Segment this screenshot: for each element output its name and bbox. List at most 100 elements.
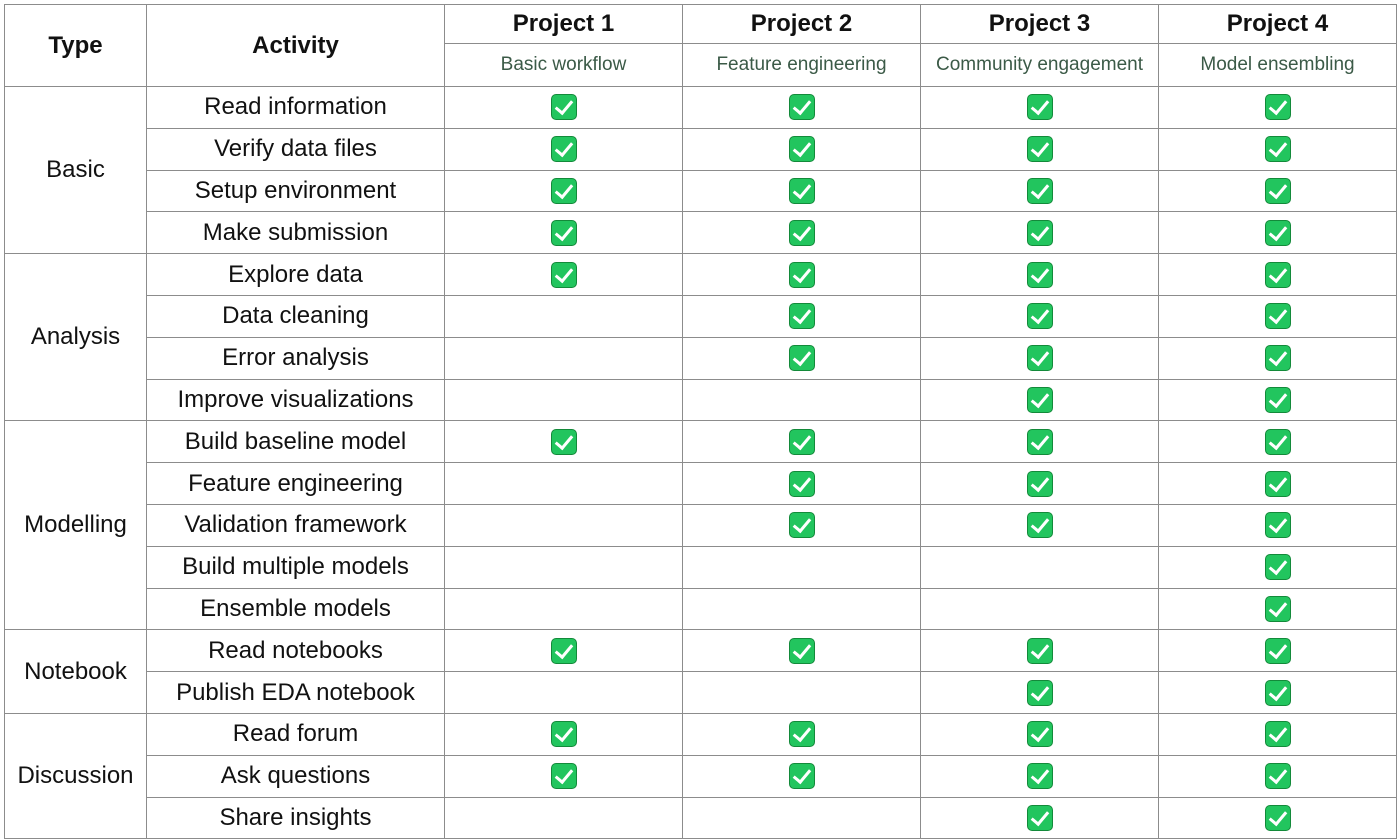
table-row: Modelling Build baseline model bbox=[4, 420, 1397, 631]
project-1-status-cell bbox=[444, 796, 683, 840]
project-2-status-cell bbox=[682, 587, 921, 631]
activity-cell: Build multiple models bbox=[146, 545, 445, 589]
check-mark-icon bbox=[1026, 428, 1053, 455]
project-3-status-cell bbox=[920, 336, 1159, 380]
check-mark-icon bbox=[1264, 219, 1291, 246]
check-mark-icon bbox=[550, 428, 577, 455]
project-2-status-cell bbox=[682, 462, 921, 505]
type-cell: Discussion bbox=[4, 712, 147, 840]
project-2-status-cell bbox=[682, 127, 921, 171]
project-4-status-cell bbox=[1158, 420, 1397, 464]
check-mark-icon bbox=[788, 94, 815, 121]
project-1-status-cell bbox=[444, 587, 683, 631]
activity-cell: Validation framework bbox=[146, 503, 445, 547]
project-2-status-cell bbox=[682, 169, 921, 213]
type-cell: Modelling bbox=[4, 420, 147, 631]
check-mark-icon bbox=[550, 94, 577, 121]
project-3-status-cell bbox=[920, 253, 1159, 296]
activity-cell: Share insights bbox=[146, 796, 445, 840]
table-row: Discussion Read forum bbox=[4, 712, 1397, 840]
header-project-1-subtitle: Basic workflow bbox=[444, 43, 683, 87]
activity-cell: Read forum bbox=[146, 712, 445, 756]
check-mark-icon bbox=[1264, 763, 1291, 790]
check-mark-icon bbox=[1264, 512, 1291, 539]
project-4-status-cell bbox=[1158, 294, 1397, 338]
project-3-status-cell bbox=[920, 378, 1159, 422]
check-mark-icon bbox=[1026, 136, 1053, 163]
project-4-status-cell bbox=[1158, 587, 1397, 631]
check-mark-icon bbox=[550, 177, 577, 204]
project-1-status-cell bbox=[444, 420, 683, 464]
check-mark-icon bbox=[1264, 679, 1291, 706]
project-3-status-cell bbox=[920, 169, 1159, 213]
project-4-status-cell bbox=[1158, 712, 1397, 756]
check-mark-icon bbox=[1264, 721, 1291, 748]
project-4-status-cell bbox=[1158, 671, 1397, 714]
project-3-status-cell bbox=[920, 420, 1159, 464]
check-mark-icon bbox=[1026, 512, 1053, 539]
check-mark-icon bbox=[550, 261, 577, 288]
project-2-status-cell bbox=[682, 378, 921, 422]
activity-cell: Read information bbox=[146, 86, 445, 129]
project-4-status-cell bbox=[1158, 336, 1397, 380]
project-1-status-cell bbox=[444, 294, 683, 338]
table-row: Improve visualizations bbox=[5, 378, 1397, 422]
project-3-status-cell bbox=[920, 754, 1159, 798]
project-3-status-cell bbox=[920, 462, 1159, 505]
project-3-status-cell bbox=[920, 796, 1159, 840]
table-row: Data cleaning bbox=[5, 294, 1397, 338]
project-2-status-cell bbox=[682, 671, 921, 714]
check-mark-icon bbox=[1264, 637, 1291, 664]
check-mark-icon bbox=[1026, 637, 1053, 664]
check-mark-icon bbox=[788, 470, 815, 497]
activity-cell: Ask questions bbox=[146, 754, 445, 798]
project-2-status-cell bbox=[682, 712, 921, 756]
project-4-status-cell bbox=[1158, 462, 1397, 505]
project-4-status-cell bbox=[1158, 378, 1397, 422]
project-4-status-cell bbox=[1158, 503, 1397, 547]
check-mark-icon bbox=[1026, 303, 1053, 330]
project-2-status-cell bbox=[682, 754, 921, 798]
project-2-status-cell bbox=[682, 420, 921, 464]
table-row: Setup environment bbox=[5, 169, 1397, 213]
activity-cell: Build baseline model bbox=[146, 420, 445, 464]
header-project-2: Project 2 bbox=[682, 4, 921, 44]
project-1-status-cell bbox=[444, 462, 683, 505]
header-project-3-subtitle: Community engagement bbox=[920, 43, 1159, 87]
activity-cell: Data cleaning bbox=[146, 294, 445, 338]
check-mark-icon bbox=[1264, 554, 1291, 581]
table-row: Notebook Read notebooks bbox=[4, 629, 1397, 714]
activity-cell: Setup environment bbox=[146, 169, 445, 213]
project-3-status-cell bbox=[920, 211, 1159, 255]
activity-cell: Read notebooks bbox=[146, 629, 445, 673]
table-row: Validation framework bbox=[5, 503, 1397, 547]
check-mark-icon bbox=[788, 303, 815, 330]
header-project-2-subtitle: Feature engineering bbox=[682, 43, 921, 87]
activity-cell: Error analysis bbox=[146, 336, 445, 380]
project-4-status-cell bbox=[1158, 169, 1397, 213]
header-project-4-subtitle: Model ensembling bbox=[1158, 43, 1397, 87]
project-3-status-cell bbox=[920, 587, 1159, 631]
check-mark-icon bbox=[1264, 428, 1291, 455]
type-cell: Notebook bbox=[4, 629, 147, 714]
activity-cell: Explore data bbox=[146, 253, 445, 296]
check-mark-icon bbox=[1026, 177, 1053, 204]
check-mark-icon bbox=[788, 428, 815, 455]
check-mark-icon bbox=[788, 136, 815, 163]
check-mark-icon bbox=[788, 637, 815, 664]
project-2-status-cell bbox=[682, 86, 921, 129]
project-2-status-cell bbox=[682, 503, 921, 547]
check-mark-icon bbox=[550, 136, 577, 163]
project-1-status-cell bbox=[444, 545, 683, 589]
check-mark-icon bbox=[1026, 763, 1053, 790]
project-1-status-cell bbox=[444, 86, 683, 129]
table-row: Make submission bbox=[5, 211, 1397, 255]
table-row: Ask questions bbox=[5, 754, 1397, 798]
check-mark-icon bbox=[1264, 177, 1291, 204]
check-mark-icon bbox=[550, 219, 577, 246]
project-2-status-cell bbox=[682, 545, 921, 589]
project-1-status-cell bbox=[444, 336, 683, 380]
project-1-status-cell bbox=[444, 127, 683, 171]
project-3-status-cell bbox=[920, 671, 1159, 714]
project-2-status-cell bbox=[682, 294, 921, 338]
